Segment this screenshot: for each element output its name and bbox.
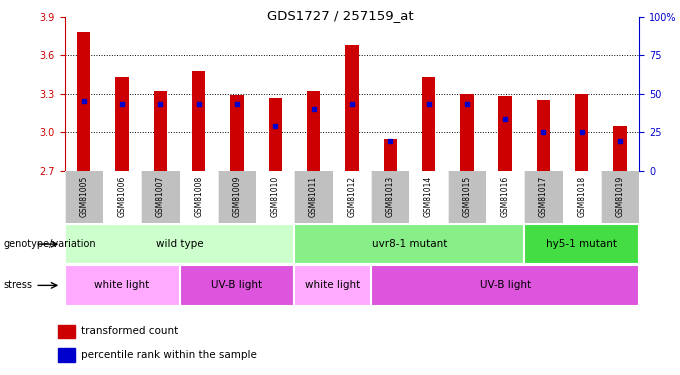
Text: GDS1727 / 257159_at: GDS1727 / 257159_at	[267, 9, 413, 22]
Text: GSM81016: GSM81016	[500, 176, 509, 217]
Text: white light: white light	[95, 280, 150, 290]
Text: GSM81005: GSM81005	[80, 176, 88, 217]
Text: GSM81013: GSM81013	[386, 176, 394, 217]
Bar	[294, 224, 524, 264]
Bar	[460, 94, 473, 171]
Text: GSM81018: GSM81018	[577, 176, 586, 217]
Text: transformed count: transformed count	[81, 326, 178, 336]
Bar	[180, 265, 294, 306]
Bar	[371, 265, 639, 306]
Text: GSM81011: GSM81011	[309, 176, 318, 217]
Bar	[371, 171, 409, 223]
Text: GSM81007: GSM81007	[156, 176, 165, 217]
Bar	[58, 348, 75, 361]
Bar	[294, 171, 333, 223]
Bar	[345, 45, 358, 171]
Text: wild type: wild type	[156, 239, 203, 249]
Bar	[422, 77, 435, 171]
Bar	[294, 265, 371, 306]
Text: GSM81012: GSM81012	[347, 176, 356, 217]
Bar	[269, 98, 282, 171]
Bar	[231, 95, 243, 171]
Text: UV-B light: UV-B light	[211, 280, 262, 290]
Bar	[58, 325, 75, 338]
Text: white light: white light	[305, 280, 360, 290]
Text: uvr8-1 mutant: uvr8-1 mutant	[372, 239, 447, 249]
Bar	[575, 94, 588, 171]
Bar	[154, 91, 167, 171]
Bar	[77, 32, 90, 171]
Text: hy5-1 mutant: hy5-1 mutant	[546, 239, 617, 249]
Text: GSM81008: GSM81008	[194, 176, 203, 217]
Bar	[116, 77, 129, 171]
Text: GSM81010: GSM81010	[271, 176, 279, 217]
Bar	[601, 171, 639, 223]
Bar	[498, 96, 512, 171]
Bar	[307, 91, 320, 171]
Text: genotype/variation: genotype/variation	[3, 239, 96, 249]
Bar	[447, 171, 486, 223]
Bar	[537, 100, 550, 171]
Bar	[65, 224, 294, 264]
Text: UV-B light: UV-B light	[479, 280, 530, 290]
Bar	[613, 126, 627, 171]
Bar	[65, 265, 180, 306]
Bar	[65, 171, 103, 223]
Text: GSM81006: GSM81006	[118, 176, 126, 217]
Bar	[524, 224, 639, 264]
Text: GSM81017: GSM81017	[539, 176, 548, 217]
Bar	[141, 171, 180, 223]
Bar	[192, 70, 205, 171]
Text: GSM81014: GSM81014	[424, 176, 433, 217]
Text: GSM81009: GSM81009	[233, 176, 241, 217]
Text: stress: stress	[3, 280, 33, 290]
Bar	[384, 139, 397, 171]
Bar	[524, 171, 562, 223]
Text: GSM81019: GSM81019	[615, 176, 624, 217]
Text: percentile rank within the sample: percentile rank within the sample	[81, 350, 257, 360]
Text: GSM81015: GSM81015	[462, 176, 471, 217]
Bar	[218, 171, 256, 223]
